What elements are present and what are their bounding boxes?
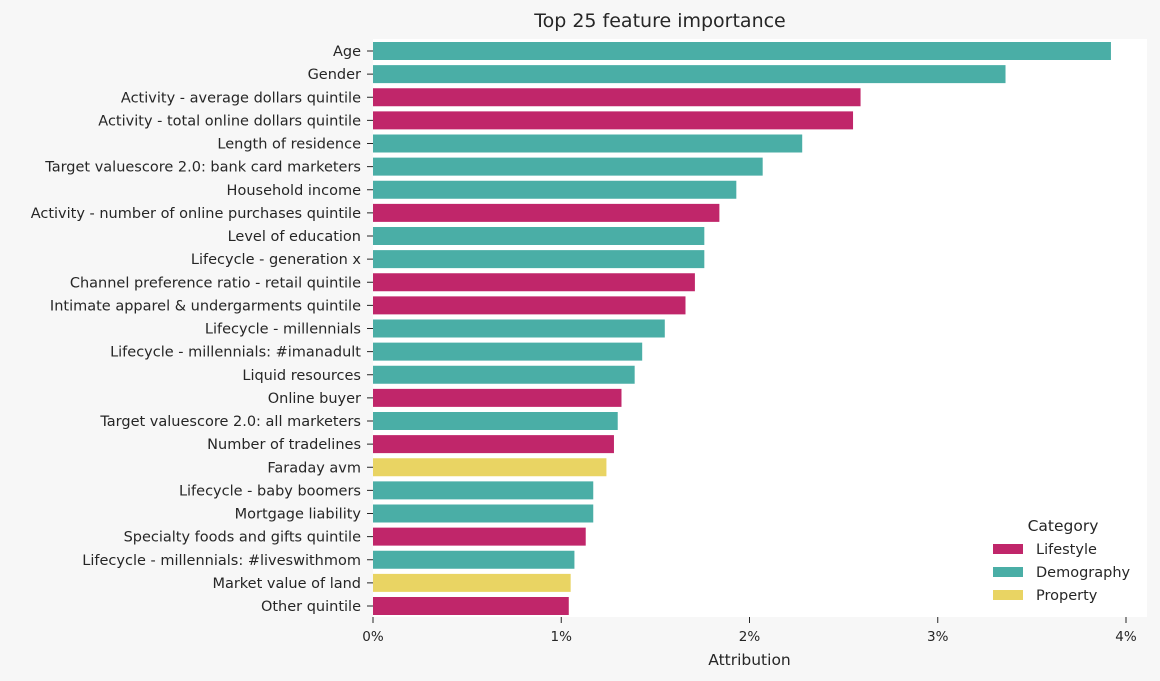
y-tick-label: Other quintile xyxy=(261,599,361,615)
bar xyxy=(373,227,705,245)
bar xyxy=(373,527,586,546)
bar xyxy=(373,273,695,292)
y-tick-label: Activity - total online dollars quintile xyxy=(98,113,361,129)
bar xyxy=(373,550,575,569)
bar xyxy=(373,342,643,361)
legend-label: Demography xyxy=(1036,565,1131,581)
y-tick-label: Target valuescore 2.0: all marketers xyxy=(99,414,361,430)
bar xyxy=(373,111,854,130)
x-tick-label: 0% xyxy=(362,629,384,645)
bar xyxy=(373,250,705,269)
y-tick-label: Channel preference ratio - retail quinti… xyxy=(70,275,361,291)
bar xyxy=(373,296,686,315)
legend-label: Property xyxy=(1036,588,1098,604)
bar xyxy=(373,180,737,199)
bars-group xyxy=(373,42,1111,615)
bar xyxy=(373,481,594,500)
y-tick-label: Market value of land xyxy=(212,576,361,592)
y-tick-label: Online buyer xyxy=(268,391,361,407)
x-tick-label: 2% xyxy=(739,629,761,645)
bar xyxy=(373,65,1006,84)
y-tick-label: Lifecycle - millennials: #imanadult xyxy=(110,345,361,361)
y-tick-label: Mortgage liability xyxy=(235,507,362,523)
y-tick-label: Lifecycle - millennials: #liveswithmom xyxy=(82,553,361,569)
bar xyxy=(373,458,607,477)
x-tick-label: 4% xyxy=(1115,629,1137,645)
legend-label: Lifestyle xyxy=(1036,542,1097,558)
y-tick-label: Intimate apparel & undergarments quintil… xyxy=(50,298,361,314)
x-tick-label: 1% xyxy=(551,629,573,645)
legend-swatch xyxy=(993,544,1023,554)
bar xyxy=(373,134,803,153)
y-tick-label: Target valuescore 2.0: bank card markete… xyxy=(44,160,361,176)
y-tick-label: Length of residence xyxy=(217,137,361,153)
y-tick-label: Number of tradelines xyxy=(207,437,361,453)
y-tick-label: Gender xyxy=(308,67,361,83)
bar xyxy=(373,412,618,430)
bar xyxy=(373,88,861,107)
legend-title: Category xyxy=(1028,517,1099,535)
y-axis: Age Gender Activity - average dollars quin… xyxy=(31,44,373,615)
bar xyxy=(373,365,635,384)
y-tick-label: Age xyxy=(333,44,361,60)
y-tick-label: Household income xyxy=(227,183,362,199)
y-tick-label: Liquid resources xyxy=(242,368,361,384)
x-tick-label: 3% xyxy=(927,629,949,645)
legend: Category Lifestyle Demography Property xyxy=(993,517,1131,604)
y-tick-label: Level of education xyxy=(228,229,361,245)
y-tick-label: Specialty foods and gifts quintile xyxy=(124,530,362,546)
y-tick-label: Activity - number of online purchases qu… xyxy=(31,206,361,222)
bar xyxy=(373,504,594,523)
legend-swatch xyxy=(993,567,1023,577)
bar xyxy=(373,319,665,338)
bar xyxy=(373,388,622,407)
legend-swatch xyxy=(993,590,1023,600)
bar xyxy=(373,597,569,615)
bar xyxy=(373,42,1111,60)
y-tick-label: Lifecycle - generation x xyxy=(191,252,362,268)
bar xyxy=(373,573,571,592)
y-tick-label: Activity - average dollars quintile xyxy=(121,90,361,106)
bar xyxy=(373,203,720,222)
y-tick-label: Lifecycle - baby boomers xyxy=(179,483,361,499)
x-axis: 0% 1% 2% 3% 4% xyxy=(362,617,1137,645)
y-tick-label: Lifecycle - millennials xyxy=(205,322,361,338)
y-tick-label: Faraday avm xyxy=(267,460,361,476)
chart-title: Top 25 feature importance xyxy=(533,10,786,32)
bar xyxy=(373,157,763,176)
bar xyxy=(373,435,614,454)
x-axis-label: Attribution xyxy=(708,651,791,669)
